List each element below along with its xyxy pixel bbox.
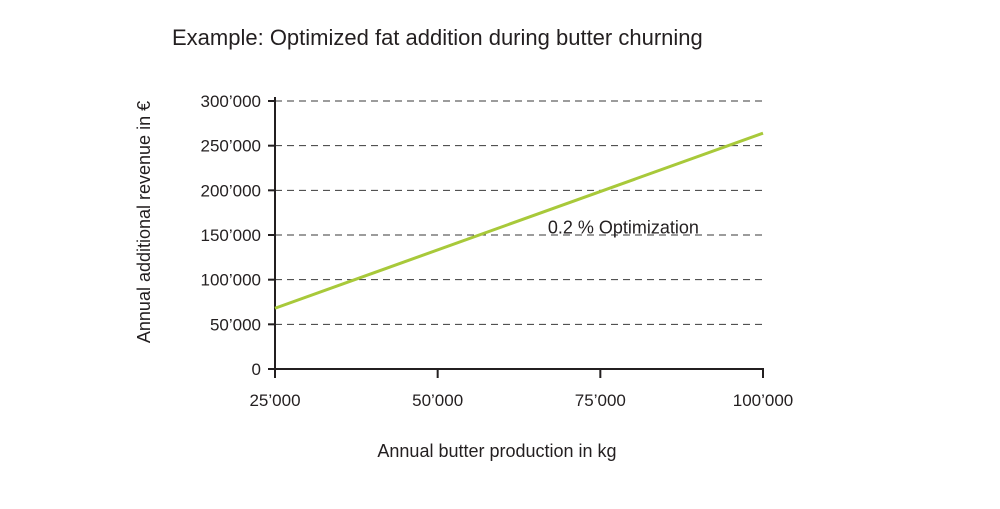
gridlines [275,100,763,325]
y-tick-label-4: 200’000 [200,181,261,200]
y-tick-label-5: 250’000 [200,137,261,156]
x-tick-label-2: 75’000 [575,391,626,410]
x-tick-label-1: 50’000 [412,391,463,410]
axes [268,97,764,378]
x-tick-label-0: 25’000 [249,391,300,410]
y-tick-label-0: 0 [252,360,261,379]
x-axis-label: Annual butter production in kg [377,441,616,461]
series-group [274,131,764,310]
chart-title: Example: Optimized fat addition during b… [172,25,703,50]
y-tick-label-6: 300’000 [200,92,261,111]
y-tick-label-1: 50’000 [210,315,261,334]
y-tick-label-2: 100’000 [200,271,261,290]
annotations: 0.2 % Optimization [548,217,699,237]
x-tick-label-3: 100’000 [733,391,794,410]
y-tick-label-3: 150’000 [200,226,261,245]
y-tick-labels: 0 50’000 100’000 150’000 200’000 250’000 300’0… [200,92,261,379]
y-axis-label: Annual additional revenue in € [134,101,154,343]
x-tick-labels: 25’000 50’000 75’000 100’000 [249,391,793,410]
annotation-0: 0.2 % Optimization [548,217,699,237]
series-line-0 [274,131,764,310]
